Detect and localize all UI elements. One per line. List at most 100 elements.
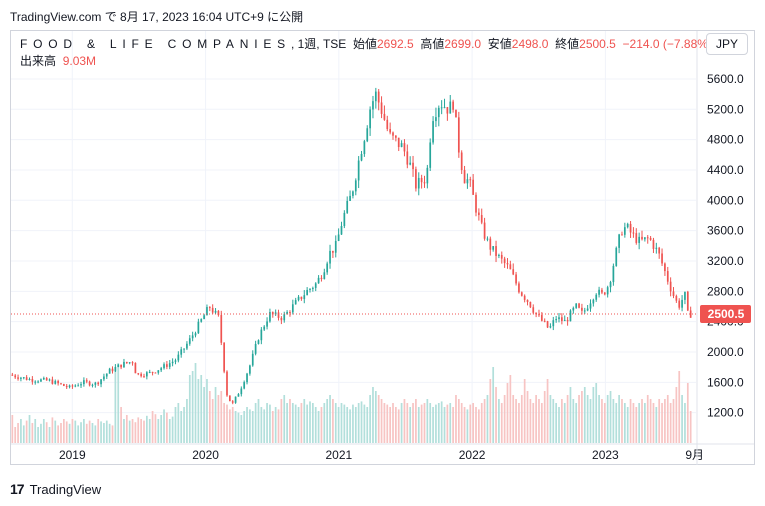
volume-bar	[377, 395, 380, 443]
candle-body	[669, 281, 672, 292]
candle-body	[42, 377, 45, 380]
candle-body	[85, 380, 88, 382]
candle-body	[286, 311, 288, 315]
volume-bar	[154, 414, 157, 443]
candle-body	[546, 321, 549, 328]
x-tick-label: 2019	[59, 448, 86, 462]
volume-bar	[37, 427, 39, 443]
candle-body	[535, 312, 537, 315]
volume-bar	[457, 399, 460, 443]
volume-bar	[45, 422, 48, 443]
volume-bar	[171, 416, 174, 443]
volume-bar	[11, 415, 14, 443]
candle-body	[249, 365, 251, 374]
candle-body	[452, 101, 454, 110]
candle-body	[526, 299, 529, 302]
volume-bar	[332, 399, 334, 443]
candle-body	[435, 117, 437, 122]
candle-body	[125, 361, 128, 364]
volume-bar	[466, 409, 469, 443]
volume-bar	[151, 411, 154, 443]
volume-bar	[495, 387, 497, 443]
candle-body	[572, 307, 575, 311]
volume-bar	[297, 407, 300, 443]
candle-body	[475, 194, 477, 213]
volume-bar	[343, 404, 346, 443]
x-tick-label: 2021	[325, 448, 352, 462]
volume-bar	[503, 395, 506, 443]
volume-bar	[306, 404, 308, 443]
volume-bar	[62, 419, 65, 443]
candle-body	[403, 143, 406, 152]
candle-body	[686, 291, 689, 311]
volume-bar	[131, 419, 134, 443]
candle-body	[354, 180, 357, 192]
volume-bar	[435, 404, 437, 443]
candle-body	[188, 338, 191, 344]
volume-bar	[641, 399, 643, 443]
candle-body	[432, 121, 434, 143]
volume-bar	[326, 399, 329, 443]
volume-bar	[108, 423, 111, 443]
candle-body	[105, 373, 108, 377]
candle-body	[228, 395, 231, 402]
volume-bar	[515, 399, 517, 443]
candle-body	[457, 117, 460, 153]
candle-body	[380, 102, 383, 114]
brand-name: TradingView	[29, 481, 102, 497]
volume-bar	[269, 404, 271, 443]
volume-bar	[14, 427, 17, 443]
candle-body	[94, 382, 97, 385]
volume-bar	[546, 379, 549, 443]
volume-bar	[543, 391, 546, 443]
volume-bar	[128, 420, 131, 443]
volume-bar	[260, 407, 263, 443]
volume-bar	[203, 387, 205, 443]
candle-body	[160, 368, 163, 371]
candle-body	[274, 312, 277, 315]
candle-body	[589, 303, 592, 309]
volume-bar	[595, 383, 598, 443]
volume-bar	[400, 403, 403, 443]
candle-body	[561, 317, 563, 322]
candle-body	[586, 308, 589, 311]
candle-body	[168, 363, 171, 367]
volume-bar	[612, 399, 615, 443]
volume-bar	[206, 379, 208, 443]
candle-body	[346, 200, 349, 213]
volume-bar	[684, 403, 686, 443]
volume-bar	[609, 391, 612, 443]
volume-bar	[423, 403, 426, 443]
x-tick-label: 2020	[192, 448, 219, 462]
volume-bar	[228, 409, 231, 443]
candle-body	[260, 329, 263, 341]
candle-body	[489, 238, 492, 250]
high-value: 2699.0	[444, 37, 482, 51]
candle-body	[203, 315, 205, 320]
volume-bar	[649, 399, 652, 443]
candle-body	[443, 107, 446, 109]
volume-bar	[329, 395, 331, 443]
volume-bar	[618, 395, 620, 443]
candle-body	[120, 364, 122, 368]
volume-bar	[20, 419, 22, 443]
volume-bar	[214, 387, 217, 443]
volume-bar	[469, 404, 472, 443]
candle-body	[157, 370, 160, 373]
candle-body	[240, 388, 243, 395]
open-label: 始値	[352, 37, 377, 51]
volume-bar	[520, 395, 523, 443]
candle-body	[480, 215, 483, 223]
candle-body	[575, 303, 578, 308]
volume-bar	[529, 399, 532, 443]
volume-bar	[406, 403, 409, 443]
currency-button[interactable]: JPY	[706, 33, 748, 55]
y-tick-label: 4400.0	[707, 163, 744, 177]
symbol-name[interactable]: FOOD & LIFE COMPANIES	[20, 37, 291, 51]
last-price-badge	[700, 305, 751, 324]
volume-bar	[366, 407, 369, 443]
candle-body	[28, 378, 31, 380]
volume-bar	[303, 399, 306, 443]
candle-body	[171, 361, 174, 364]
